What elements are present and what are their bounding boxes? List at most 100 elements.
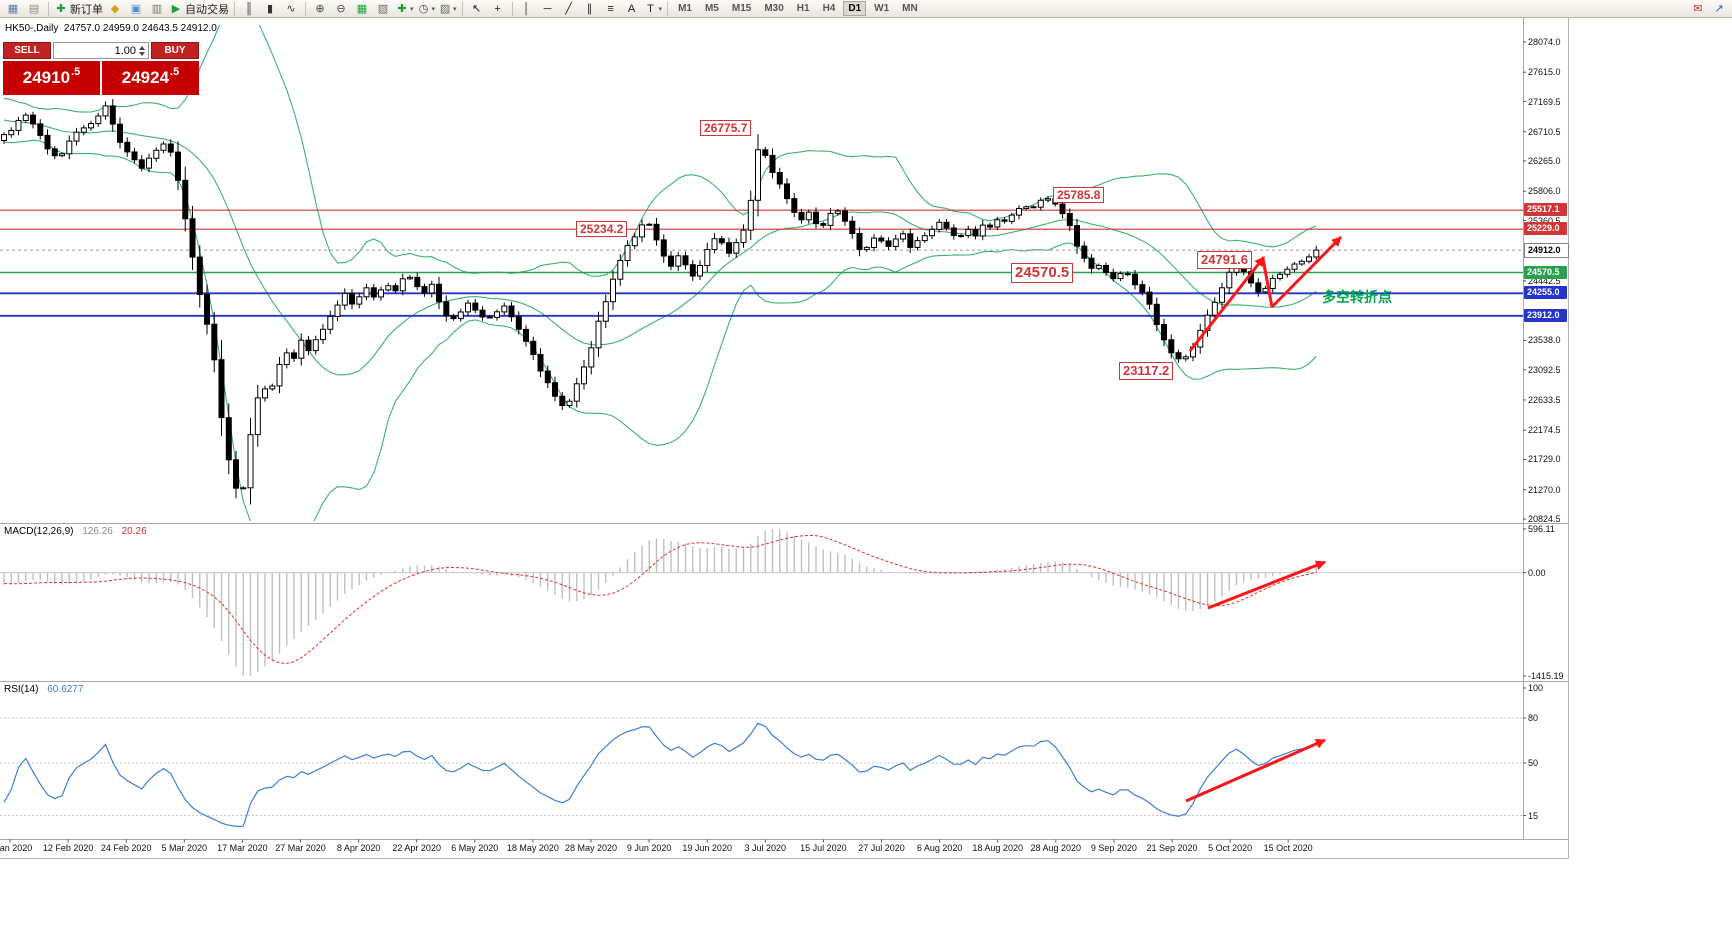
price-annotation[interactable]: 25234.2 [576,221,628,238]
buy-price-display[interactable]: 24924 .5 [102,61,199,95]
market-watch-icon: ▣ [130,2,142,15]
toolbar-separator [511,1,513,16]
chat-icon[interactable]: ✉ [1688,0,1708,18]
bar-chart-mode-icon[interactable]: ║ [239,0,259,18]
rsi-axis-label: 15 [1528,810,1539,821]
candlestick-mode-icon[interactable]: ▮ [260,0,280,18]
timeframe-button-m5[interactable]: M5 [704,3,719,14]
autotrading-play-icon: ▶ [171,2,181,15]
price-axis-label: 23538.0 [1528,335,1561,346]
lot-size-input[interactable]: 1.00 [53,42,149,59]
toolbar-separator [461,1,463,16]
timeframe-button-h1[interactable]: H1 [796,3,810,14]
vertical-line-icon[interactable]: │ [517,0,537,18]
arrange-windows-icon[interactable]: ▧ [373,0,393,18]
price-axis-label: 24442.5 [1528,275,1561,286]
timeframe-button-m30[interactable]: M30 [764,3,784,14]
fibonacci-icon: ≡ [607,2,614,15]
price-tag: 24570.5 [1524,265,1567,279]
time-axis-label: 28 Aug 2020 [1030,843,1082,853]
candlesticks [1,99,1320,505]
tile-windows-icon[interactable]: ▦ [352,0,372,18]
buy-price-fraction: .5 [170,66,180,78]
fibonacci-icon[interactable]: ≡ [601,0,621,18]
price-axis-label: 25806.0 [1528,186,1561,197]
horizontal-level-lines[interactable] [0,209,1523,317]
price-tag: 25517.1 [1524,203,1567,217]
zoom-in-icon: ⊕ [315,2,325,15]
zoom-out-icon[interactable]: ⊖ [331,0,351,18]
one-click-trading-panel: SELL 1.00 BUY 24910 .5 24924 .5 [3,42,199,95]
indicators-icon: ✚ [397,2,407,15]
community-icon[interactable]: ↗ [1709,0,1729,18]
price-annotation[interactable]: 23117.2 [1119,362,1174,380]
trend-note-text[interactable]: 多空转折点 [1322,289,1392,305]
new-chart-icon[interactable]: ▦ [3,0,23,18]
arrange-windows-icon: ▧ [377,2,389,15]
new-order-button[interactable]: ✚ 新订单 [53,0,104,18]
macd-signal-value: 20.26 [121,526,147,537]
toolbar-separator [234,1,235,16]
line-chart-mode-icon: ∿ [286,2,296,15]
price-axis-label: 26265.0 [1528,156,1561,167]
time-axis-label: 6 Aug 2020 [916,843,963,853]
new-chart-icon: ▦ [7,2,19,15]
timeframe-button-mn[interactable]: MN [902,3,918,14]
price-axis-label: 22174.5 [1528,425,1561,436]
cursor-icon[interactable]: ↖ [467,0,487,18]
dropdown-caret-icon: ▾ [453,5,457,13]
metaeditor-icon[interactable]: ◆ [105,0,125,18]
crosshair-icon[interactable]: + [488,0,508,18]
lot-size-value: 1.00 [114,44,136,57]
time-axis-label: 9 Sep 2020 [1090,843,1137,853]
chart-profiles-icon[interactable]: ▤ [24,0,44,18]
price-annotation[interactable]: 24570.5 [1011,263,1074,283]
time-axis-label: 8 Apr 2020 [336,843,381,853]
line-chart-mode-icon[interactable]: ∿ [281,0,301,18]
sell-button[interactable]: SELL [3,42,51,59]
timeframe-button-d1[interactable]: D1 [843,1,867,16]
trend-arrows[interactable] [1185,235,1343,803]
trendline-icon[interactable]: ╱ [559,0,579,18]
trendline-icon: ╱ [565,2,572,15]
vertical-line-icon: │ [523,2,530,15]
arrows-tool-icon: T [647,2,654,15]
spinner-up-icon[interactable] [139,45,145,50]
buy-price-main: 24924 [121,68,170,87]
terminal-panel-icon[interactable]: ▥ [147,0,167,18]
chart-profiles-icon: ▤ [28,2,40,15]
periods-icon[interactable]: ◷ ▾ [416,0,437,18]
timeframe-button-h4[interactable]: H4 [822,3,836,14]
horizontal-line-icon[interactable]: ─ [538,0,558,18]
toolbar-separator [48,1,49,16]
templates-icon[interactable]: ▨ ▾ [437,0,458,18]
price-annotation[interactable]: 25785.8 [1053,187,1105,204]
timeframe-button-w1[interactable]: W1 [874,3,890,14]
dropdown-caret-icon: ▾ [658,5,663,13]
autotrading-button-label: 自动交易 [185,3,229,16]
periods-icon: ◷ [418,2,429,15]
lot-spinner[interactable] [139,45,145,56]
timeframe-button-m1[interactable]: M1 [678,3,692,14]
time-axis-label: 19 Jun 2020 [682,843,732,853]
spinner-down-icon[interactable] [139,51,145,56]
sell-price-display[interactable]: 24910 .5 [3,61,100,95]
arrows-tool-icon[interactable]: T ▾ [643,0,664,18]
market-watch-icon[interactable]: ▣ [126,0,146,18]
macd-axis-label: 596.11 [1528,524,1555,534]
autotrading-button[interactable]: ▶ 自动交易 [168,0,230,18]
time-axis-label: 27 Jul 2020 [858,843,905,853]
price-annotation[interactable]: 26775.7 [700,120,752,137]
timeframe-button-m15[interactable]: M15 [731,3,752,14]
price-annotation[interactable]: 24791.6 [1197,251,1252,269]
price-axis-label: 23092.5 [1528,364,1561,375]
zoom-in-icon[interactable]: ⊕ [310,0,330,18]
rsi-name: RSI(14) [4,684,39,695]
channel-icon[interactable]: ∥ [580,0,600,18]
buy-button[interactable]: BUY [151,42,199,59]
text-icon[interactable]: A [622,0,642,18]
indicators-icon[interactable]: ✚ ▾ [394,0,415,18]
price-tag: 23912.0 [1524,308,1567,322]
